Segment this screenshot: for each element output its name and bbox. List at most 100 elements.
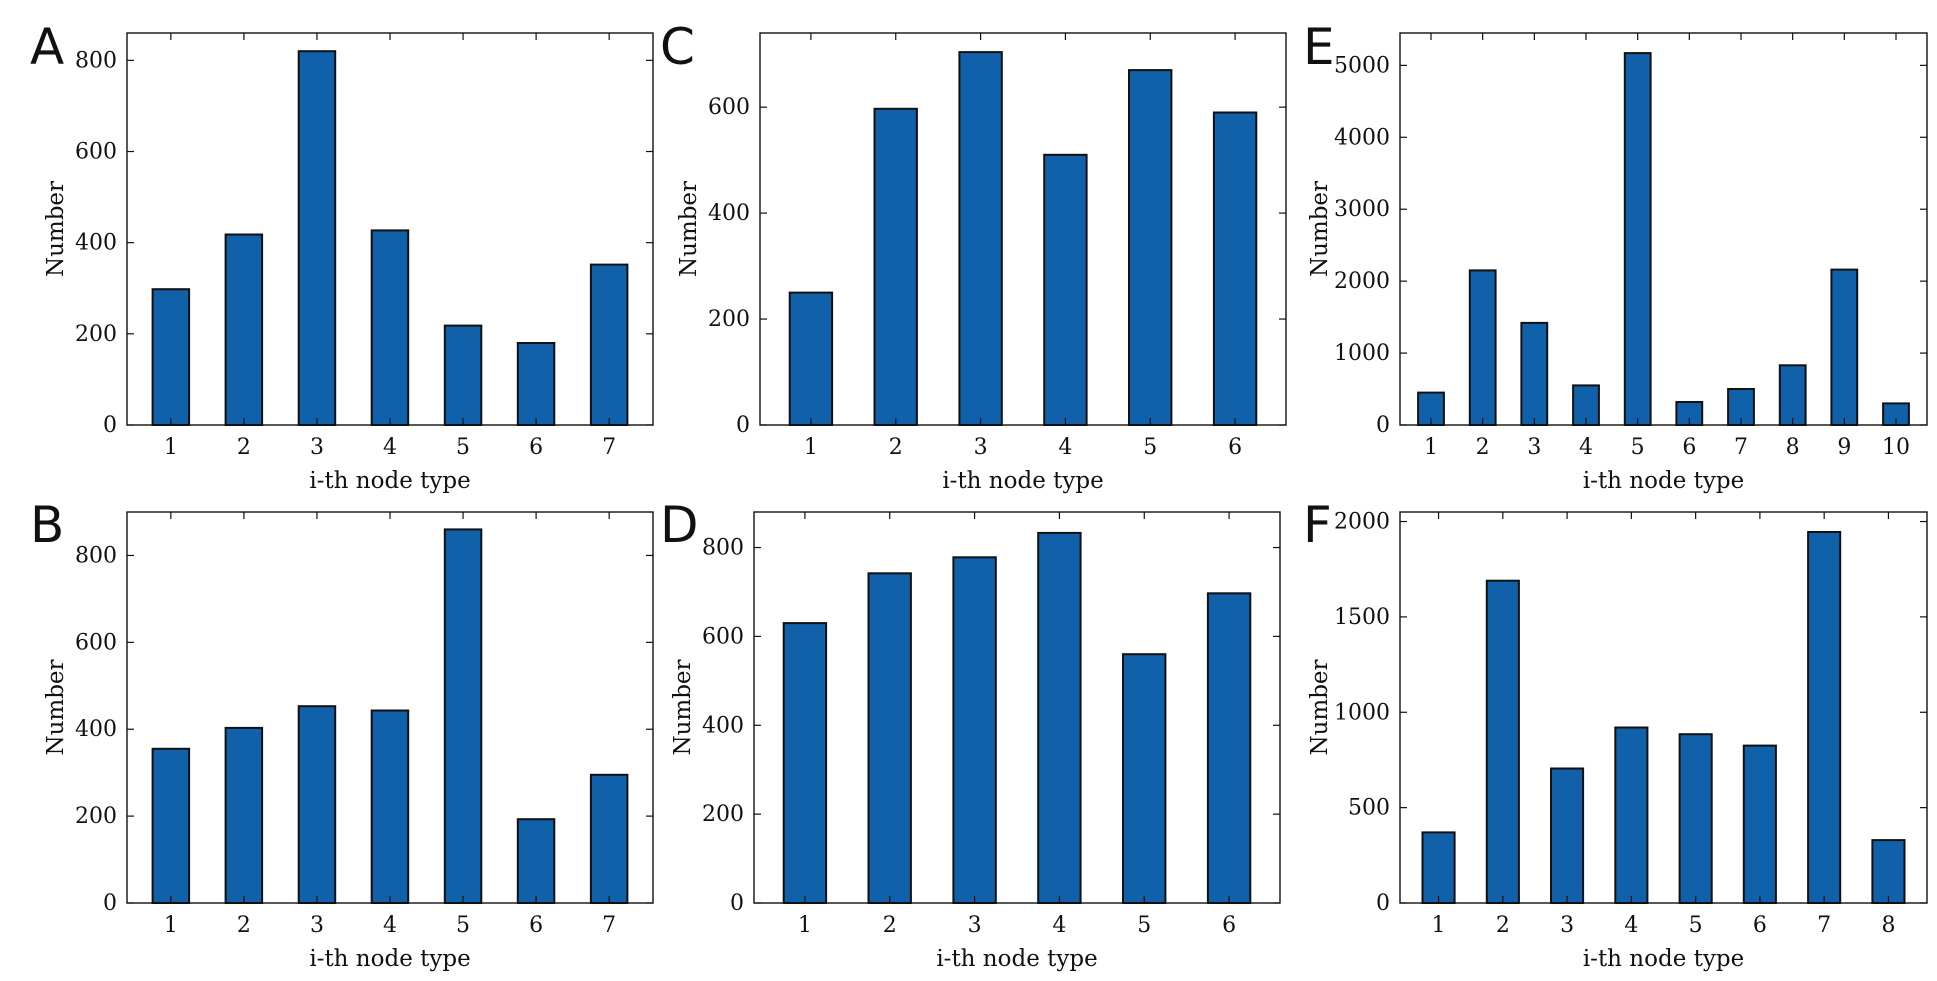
x-tick-label-e-8: 8: [1786, 435, 1800, 460]
bar-a-2: [224, 233, 264, 426]
y-tick-label-e-0: 0: [1376, 413, 1390, 438]
x-tick-label-d-1: 1: [798, 913, 812, 938]
x-tick-label-b-4: 4: [383, 913, 397, 938]
x-tick-label-e-5: 5: [1631, 435, 1645, 460]
y-tick-label-b-0: 0: [103, 891, 117, 916]
y-tick-label-f-2000: 2000: [1334, 510, 1390, 535]
x-axis-title-f: i-th node type: [1583, 946, 1744, 972]
y-tick-label-b-600: 600: [75, 630, 117, 655]
y-tick-label-a-400: 400: [75, 231, 117, 256]
y-tick-label-b-400: 400: [75, 717, 117, 742]
bar-c-6: [1212, 111, 1258, 426]
x-tick-label-d-5: 5: [1137, 913, 1151, 938]
x-tick-label-e-4: 4: [1579, 435, 1593, 460]
x-tick-label-f-5: 5: [1689, 913, 1703, 938]
bar-d-5: [1122, 653, 1167, 905]
x-tick-label-b-7: 7: [602, 913, 616, 938]
panel-letter-b: B: [30, 496, 64, 554]
x-tick-label-a-2: 2: [237, 435, 251, 460]
y-axis-title-f: Number: [1307, 659, 1333, 755]
x-tick-label-f-8: 8: [1881, 913, 1895, 938]
x-axis-title-c: i-th node type: [942, 468, 1103, 494]
x-tick-label-d-6: 6: [1222, 913, 1236, 938]
panel-letter-e: E: [1303, 18, 1335, 76]
bar-c-4: [1043, 153, 1088, 427]
y-axis-title-a: Number: [43, 181, 69, 277]
plot-frame-e: [1399, 32, 1928, 426]
y-tick-label-a-0: 0: [103, 413, 117, 438]
panel-letter-d: D: [660, 496, 699, 554]
bar-f-2: [1485, 579, 1520, 904]
bar-c-5: [1128, 69, 1173, 426]
x-tick-label-a-4: 4: [383, 435, 397, 460]
y-tick-label-e-2000: 2000: [1334, 269, 1390, 294]
bar-a-7: [589, 263, 629, 426]
panel-b: B 1 2 3 4 5 6 7 0 200 400 600 800 i-th node type Numbe…: [30, 496, 654, 972]
x-tick-label-c-2: 2: [889, 435, 903, 460]
bar-d-4: [1037, 531, 1082, 905]
y-tick-label-f-0: 0: [1376, 891, 1390, 916]
y-tick-label-d-200: 200: [702, 802, 744, 827]
plot-frame-c: [759, 32, 1287, 426]
x-tick-label-f-7: 7: [1817, 913, 1831, 938]
x-tick-label-a-1: 1: [164, 435, 178, 460]
y-tick-label-d-600: 600: [702, 624, 744, 649]
bar-a-1: [151, 288, 191, 427]
x-axis-title-a: i-th node type: [309, 468, 470, 494]
x-tick-label-d-2: 2: [883, 913, 897, 938]
bar-a-5: [443, 324, 483, 427]
panel-letter-a: A: [30, 18, 64, 76]
x-tick-label-b-5: 5: [456, 913, 470, 938]
panel-letter-f: F: [1303, 496, 1332, 554]
plot-frame-f: [1399, 511, 1928, 904]
y-tick-label-c-400: 400: [708, 201, 750, 226]
x-tick-label-b-3: 3: [310, 913, 324, 938]
x-tick-label-f-2: 2: [1496, 913, 1510, 938]
bar-a-6: [516, 342, 556, 426]
x-axis-title-e: i-th node type: [1583, 468, 1744, 494]
bar-d-1: [782, 622, 828, 904]
bar-b-7: [589, 773, 629, 904]
bar-b-6: [516, 818, 556, 905]
x-tick-label-e-7: 7: [1734, 435, 1748, 460]
bar-b-3: [297, 705, 337, 905]
bar-a-4: [370, 229, 410, 426]
plot-frame-d: [753, 511, 1281, 904]
bar-d-2: [867, 572, 912, 904]
x-tick-label-e-3: 3: [1527, 435, 1541, 460]
y-tick-label-c-200: 200: [708, 307, 750, 332]
y-tick-label-c-600: 600: [708, 95, 750, 120]
x-tick-label-c-1: 1: [804, 435, 818, 460]
bar-e-5: [1623, 52, 1652, 426]
x-tick-label-a-3: 3: [310, 435, 324, 460]
x-tick-label-e-6: 6: [1682, 435, 1696, 460]
y-tick-label-d-800: 800: [702, 536, 744, 561]
bar-b-5: [443, 528, 483, 905]
x-tick-label-c-3: 3: [974, 435, 988, 460]
y-tick-label-a-800: 800: [75, 48, 117, 73]
bar-b-1: [151, 747, 191, 904]
bar-a-3: [297, 50, 337, 426]
y-axis-title-b: Number: [43, 659, 69, 755]
y-tick-label-f-1000: 1000: [1334, 700, 1390, 725]
bar-f-8: [1871, 839, 1906, 904]
x-tick-label-a-6: 6: [529, 435, 543, 460]
bar-f-4: [1614, 726, 1649, 904]
y-tick-label-a-600: 600: [75, 140, 117, 165]
y-tick-label-a-200: 200: [75, 322, 117, 347]
x-tick-label-f-3: 3: [1560, 913, 1574, 938]
x-tick-label-c-5: 5: [1143, 435, 1157, 460]
x-tick-label-e-2: 2: [1476, 435, 1490, 460]
x-tick-label-f-6: 6: [1753, 913, 1767, 938]
bar-c-3: [958, 51, 1003, 426]
bar-f-3: [1550, 767, 1585, 904]
x-tick-label-f-1: 1: [1432, 913, 1446, 938]
bar-f-6: [1742, 744, 1777, 904]
x-tick-label-f-4: 4: [1624, 913, 1638, 938]
y-tick-label-d-400: 400: [702, 713, 744, 738]
bar-d-6: [1206, 592, 1252, 904]
bar-e-2: [1468, 269, 1497, 426]
y-axis-title-d: Number: [670, 659, 696, 755]
panel-letter-c: C: [660, 18, 695, 76]
